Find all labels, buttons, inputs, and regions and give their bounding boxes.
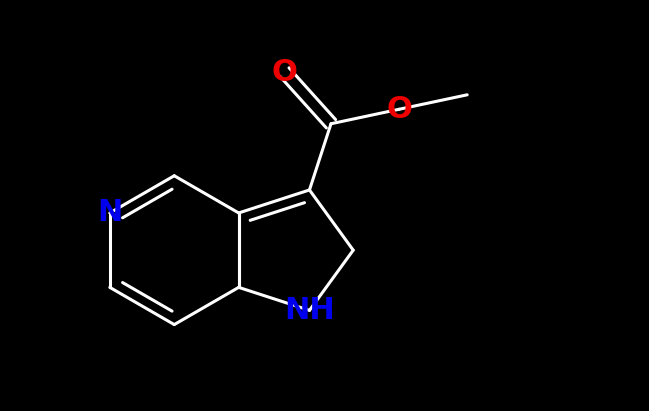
Text: N: N [97,199,123,227]
Text: O: O [386,95,412,124]
Text: NH: NH [284,296,335,325]
Text: O: O [271,58,297,87]
